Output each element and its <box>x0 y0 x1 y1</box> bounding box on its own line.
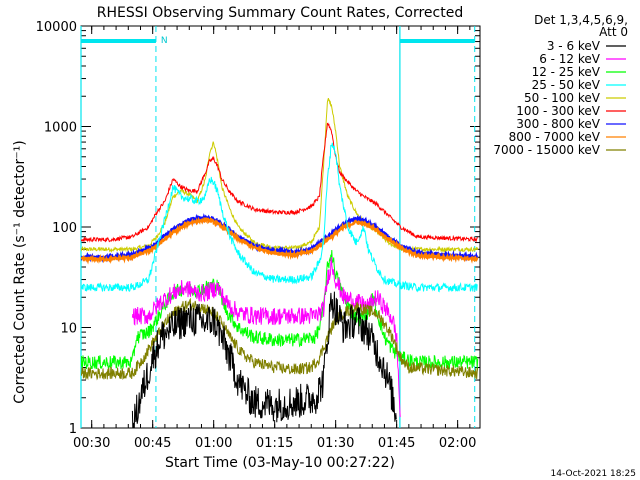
legend-entry-label: 100 - 300 keV <box>516 104 600 118</box>
night-marker: N <box>161 36 168 46</box>
x-tick-label: 00:45 <box>134 436 171 451</box>
series-line <box>81 249 479 370</box>
footer-timestamp: 14-Oct-2021 18:25 <box>551 469 636 479</box>
x-tick-label: 01:45 <box>378 436 415 451</box>
y-tick-label: 1 <box>69 422 77 437</box>
series-line <box>131 257 401 418</box>
chart-title: RHESSI Observing Summary Count Rates, Co… <box>97 5 463 21</box>
series-line <box>81 142 478 293</box>
x-tick-label: 01:00 <box>195 436 232 451</box>
y-tick-label: 100 <box>52 221 77 236</box>
y-tick-label: 10 <box>60 322 77 337</box>
plot-area: 1 10 100 1000 10000 00:30 00:45 01:00 01:15 01:30… <box>36 20 481 451</box>
legend-entry-label: 800 - 7000 keV <box>509 130 601 144</box>
y-tick-label: 10000 <box>36 20 77 35</box>
legend-entry-label: 12 - 25 keV <box>532 65 601 79</box>
x-tick-label: 02:00 <box>439 436 476 451</box>
x-tick-label: 01:30 <box>317 436 354 451</box>
y-tick-label: 1000 <box>44 121 77 136</box>
legend-entry-label: 3 - 6 keV <box>547 39 601 53</box>
x-tick-label: 01:15 <box>256 436 293 451</box>
series-line <box>131 291 397 428</box>
x-axis-label: Start Time (03-May-10 00:27:22) <box>165 455 395 471</box>
legend-entry-label: 300 - 800 keV <box>516 117 600 131</box>
legend-entry-label: 25 - 50 keV <box>532 78 601 92</box>
series-group <box>81 97 479 428</box>
legend-header: Att 0 <box>599 25 628 39</box>
series-line <box>81 213 479 263</box>
x-tick-label: 00:30 <box>73 436 110 451</box>
series-line <box>81 216 479 265</box>
series-line <box>81 122 478 243</box>
legend-entry-label: 6 - 12 keV <box>539 52 601 66</box>
series-line <box>81 97 479 254</box>
legend-entry-label: 50 - 100 keV <box>524 91 601 105</box>
legend-entry-label: 7000 - 15000 keV <box>493 143 600 157</box>
y-axis-label: Corrected Count Rate (s⁻¹ detector⁻¹) <box>12 140 28 403</box>
legend-header: Det 1,3,4,5,6,9, <box>534 13 628 27</box>
series-line <box>81 297 479 381</box>
